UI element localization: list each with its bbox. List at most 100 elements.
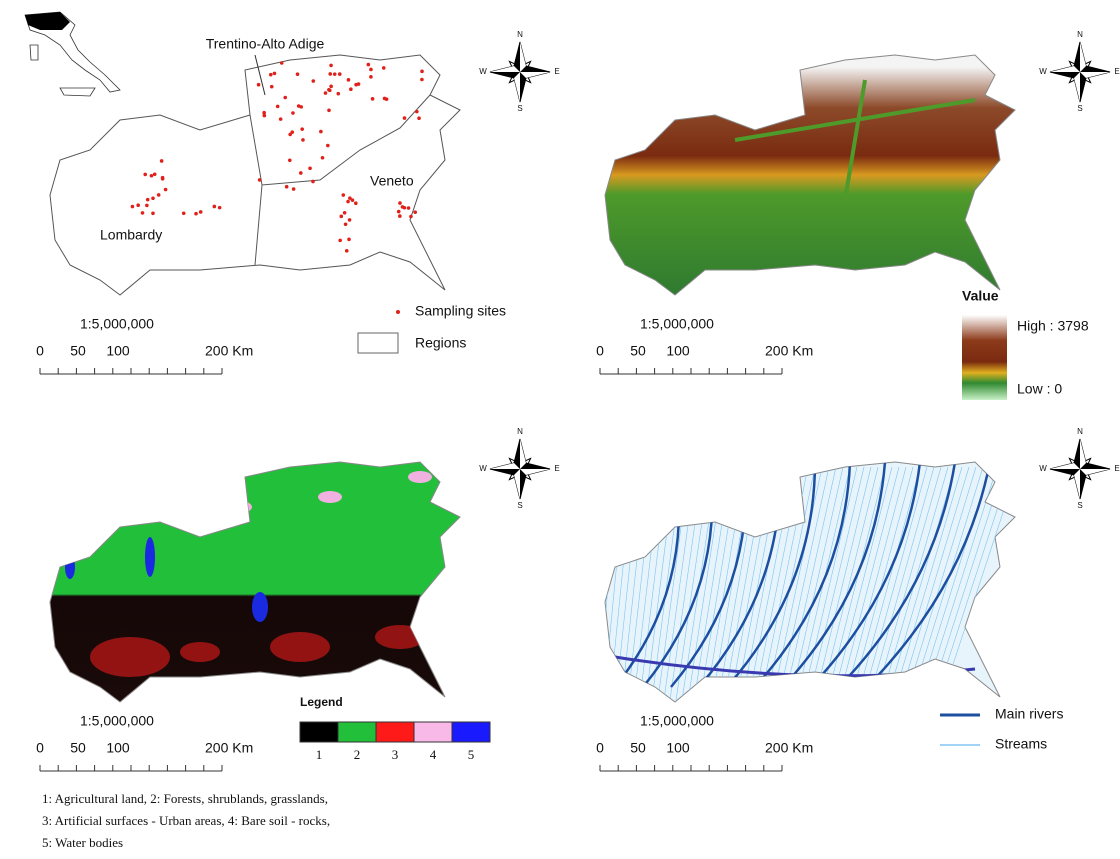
compass-letter: W xyxy=(1039,464,1047,473)
sampling-site xyxy=(351,198,355,202)
sampling-site xyxy=(357,82,361,86)
compass-letter: S xyxy=(1077,104,1082,113)
sampling-site xyxy=(413,210,417,214)
compass-letter: E xyxy=(1114,464,1119,473)
sampling-site xyxy=(344,222,348,226)
sampling-site xyxy=(415,110,419,114)
sampling-site xyxy=(383,97,387,101)
compass-letter: S xyxy=(517,104,522,113)
scale-label: 50 xyxy=(70,740,86,756)
sampling-site xyxy=(401,205,405,209)
sampling-site xyxy=(258,178,262,182)
map-panel xyxy=(585,462,1018,707)
legend-title: Value xyxy=(962,288,999,304)
region-label: Trentino-Alto Adige xyxy=(206,36,325,52)
sampling-site xyxy=(346,200,350,204)
water-body xyxy=(252,592,268,622)
sampling-site xyxy=(329,64,333,68)
legend-label: 1 xyxy=(316,747,323,762)
bare-soil xyxy=(318,491,342,503)
sampling-site xyxy=(326,144,330,148)
legend-swatch xyxy=(338,722,376,742)
legend-label: Sampling sites xyxy=(415,303,506,319)
bare-soil xyxy=(408,471,432,483)
sampling-site xyxy=(273,72,277,76)
legend-label: 3 xyxy=(392,747,399,762)
color-ramp xyxy=(962,315,1007,400)
sampling-site xyxy=(263,114,267,118)
legend-swatch xyxy=(300,722,338,742)
compass-letter: N xyxy=(517,427,523,436)
compass-letter: S xyxy=(517,501,522,510)
map-area xyxy=(605,55,1015,295)
compass-letter: N xyxy=(517,30,523,39)
sampling-site xyxy=(336,92,340,96)
sampling-site xyxy=(182,212,186,216)
sampling-site xyxy=(338,239,342,243)
sampling-site xyxy=(347,78,351,82)
sampling-site xyxy=(153,172,157,176)
sampling-site xyxy=(398,214,402,218)
sampling-site xyxy=(312,79,316,83)
sampling-site xyxy=(145,204,149,208)
inset-island xyxy=(30,45,38,60)
scale-label: 200 Km xyxy=(765,740,813,756)
stream xyxy=(585,467,605,707)
compass-letter: E xyxy=(1114,67,1119,76)
sampling-site xyxy=(308,166,312,170)
legend-label: Streams xyxy=(995,736,1047,752)
sampling-site xyxy=(420,78,424,82)
sampling-site xyxy=(327,88,331,92)
sampling-site xyxy=(345,249,349,253)
sampling-site xyxy=(151,196,155,200)
scale-ratio: 1:5,000,000 xyxy=(80,316,154,332)
legend-swatch xyxy=(414,722,452,742)
sampling-site xyxy=(347,238,351,242)
sampling-site xyxy=(324,91,328,95)
sampling-site xyxy=(157,193,161,197)
sampling-site xyxy=(338,72,342,76)
sampling-site xyxy=(161,177,165,181)
urban-area xyxy=(270,632,330,662)
sampling-site xyxy=(367,63,371,67)
inset-island xyxy=(60,88,95,96)
legend-label: 4 xyxy=(430,747,437,762)
caption-line: 5: Water bodies xyxy=(42,835,123,850)
legend-swatch xyxy=(452,722,490,742)
sampling-site xyxy=(417,116,421,120)
sampling-site xyxy=(269,73,273,77)
sampling-site xyxy=(354,201,358,205)
compass-letter: S xyxy=(1077,501,1082,510)
sampling-site xyxy=(319,130,323,134)
compass-letter: E xyxy=(554,67,559,76)
sampling-site xyxy=(301,138,305,142)
compass-letter: W xyxy=(479,67,487,76)
sampling-site xyxy=(292,187,296,191)
sampling-site xyxy=(369,75,373,79)
sampling-site xyxy=(328,72,332,76)
region-label: Lombardy xyxy=(100,227,162,243)
scale-label: 0 xyxy=(596,343,604,359)
caption-line: 1: Agricultural land, 2: Forests, shrubl… xyxy=(42,791,328,806)
sampling-site xyxy=(349,87,353,91)
compass-letter: N xyxy=(1077,427,1083,436)
sampling-site xyxy=(164,188,168,192)
sampling-site xyxy=(397,210,401,214)
sampling-site xyxy=(329,85,333,89)
sampling-site xyxy=(257,83,261,87)
panels: 1:5,000,000050100200 KmNESW1:5,000,00005… xyxy=(36,30,1120,771)
compass-letter: N xyxy=(1077,30,1083,39)
sampling-site xyxy=(398,201,402,205)
sampling-site xyxy=(348,218,352,222)
sampling-site xyxy=(297,104,301,108)
sampling-site xyxy=(151,212,155,216)
sampling-site xyxy=(270,85,274,89)
scale-label: 200 Km xyxy=(765,343,813,359)
sampling-site xyxy=(327,109,331,113)
sampling-site xyxy=(369,68,373,72)
sampling-site xyxy=(299,171,303,175)
sampling-site xyxy=(339,215,343,219)
water-body xyxy=(145,537,155,577)
sampling-site xyxy=(194,212,198,216)
